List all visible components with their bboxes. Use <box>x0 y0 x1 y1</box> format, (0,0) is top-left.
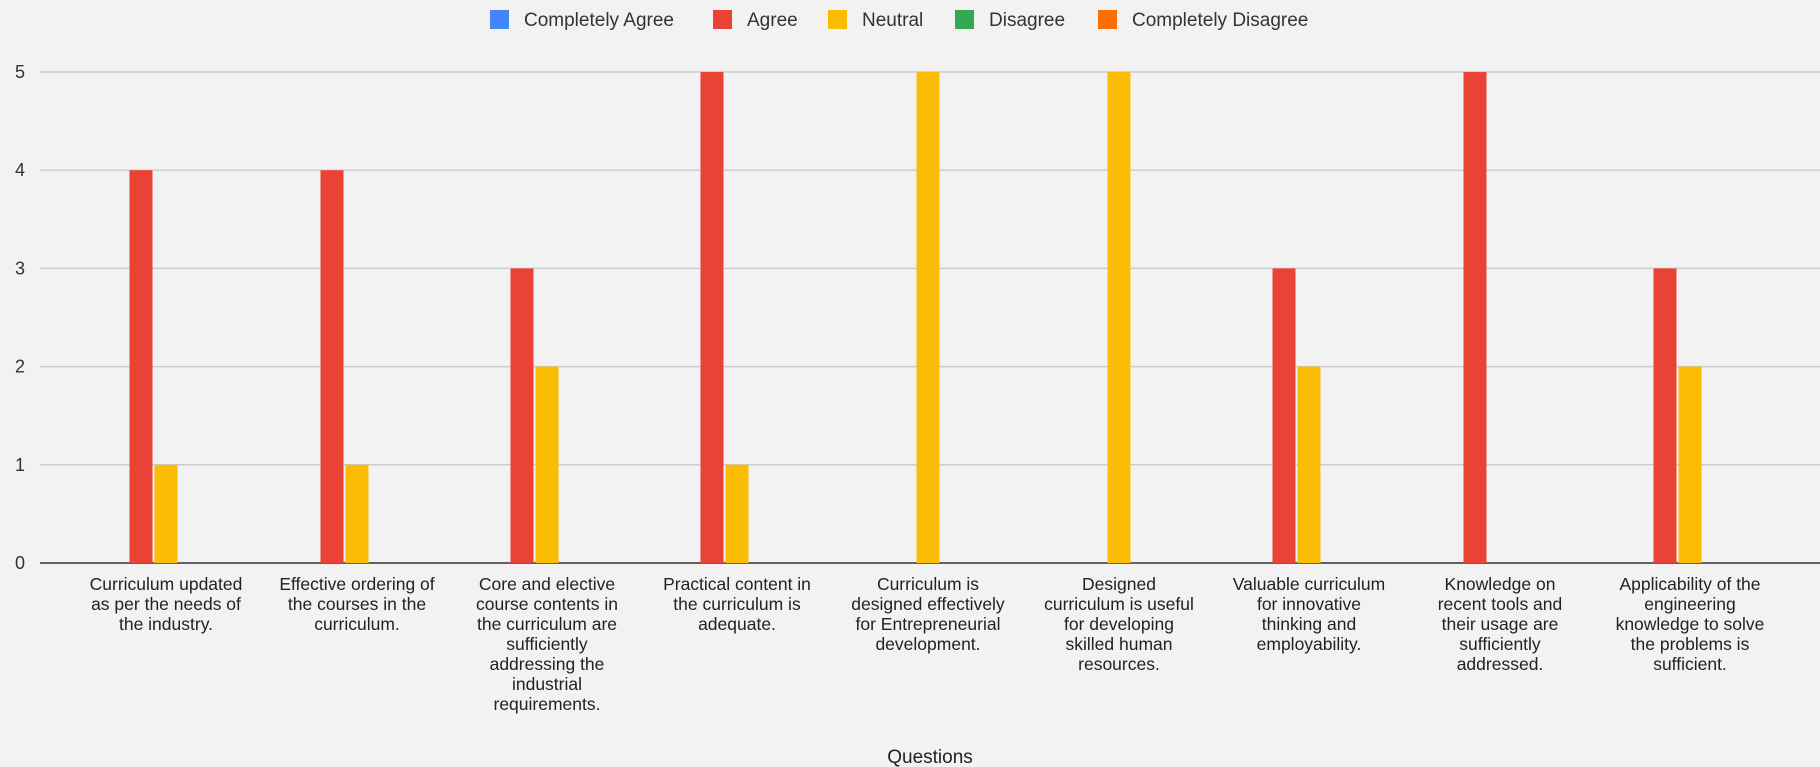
bar-agree <box>1272 268 1296 563</box>
x-tick-label: Designed curriculum is useful for developi… <box>1044 574 1194 674</box>
y-tick-label: 3 <box>15 258 25 278</box>
bar-neutral <box>1678 366 1702 563</box>
bar-neutral <box>916 72 940 563</box>
bar-neutral <box>535 366 559 563</box>
legend-label: Agree <box>747 10 798 31</box>
y-tick-label: 0 <box>15 553 25 573</box>
legend-swatch <box>828 10 847 29</box>
y-axis-ticks: 0 1 2 3 4 5 <box>15 62 25 573</box>
bar-neutral <box>725 464 749 563</box>
x-tick-label: Effective ordering of the courses in the c… <box>279 574 434 634</box>
x-tick-label: Applicability of the engineering knowledge… <box>1616 574 1765 674</box>
legend-item: Disagree <box>955 10 1065 31</box>
y-tick-label: 4 <box>15 160 25 180</box>
x-tick-label: Valuable curriculum for innovative thinkin… <box>1233 574 1385 654</box>
bar-agree <box>129 170 153 563</box>
x-tick-label: Practical content in the curriculum is ade… <box>663 574 811 634</box>
x-tick-label: Knowledge on recent tools and their usage … <box>1438 574 1563 674</box>
legend: Completely Agree Agree Neutral Disagree Comp… <box>490 10 1308 31</box>
legend-item: Agree <box>713 10 798 31</box>
x-tick-label: Curriculum is designed effectively for Ent… <box>851 574 1005 654</box>
y-tick-label: 2 <box>15 357 25 377</box>
bar-neutral <box>154 464 178 563</box>
y-tick-label: 1 <box>15 455 25 475</box>
bars <box>129 72 1702 563</box>
bar-agree <box>320 170 344 563</box>
bar-neutral <box>345 464 369 563</box>
bar-agree <box>510 268 534 563</box>
bar-agree <box>1463 72 1487 563</box>
legend-swatch <box>490 10 509 29</box>
y-tick-label: 5 <box>15 62 25 82</box>
legend-item: Completely Agree <box>490 10 674 31</box>
x-axis-title: Questions <box>887 747 973 767</box>
legend-item: Completely Disagree <box>1098 10 1308 31</box>
legend-item: Neutral <box>828 10 923 31</box>
bar-agree <box>1653 268 1677 563</box>
legend-swatch <box>713 10 732 29</box>
bar-neutral <box>1107 72 1131 563</box>
legend-label: Disagree <box>989 10 1065 31</box>
bar-agree <box>700 72 724 563</box>
legend-swatch <box>955 10 974 29</box>
legend-label: Completely Disagree <box>1132 10 1308 31</box>
x-tick-label: Core and elective course contents in the c… <box>476 574 618 714</box>
legend-label: Completely Agree <box>524 10 674 31</box>
x-axis-categories: Curriculum updated as per the needs of the… <box>90 574 1765 714</box>
legend-label: Neutral <box>862 10 923 31</box>
bar-neutral <box>1297 366 1321 563</box>
x-tick-label: Curriculum updated as per the needs of the… <box>90 574 243 634</box>
legend-swatch <box>1098 10 1117 29</box>
